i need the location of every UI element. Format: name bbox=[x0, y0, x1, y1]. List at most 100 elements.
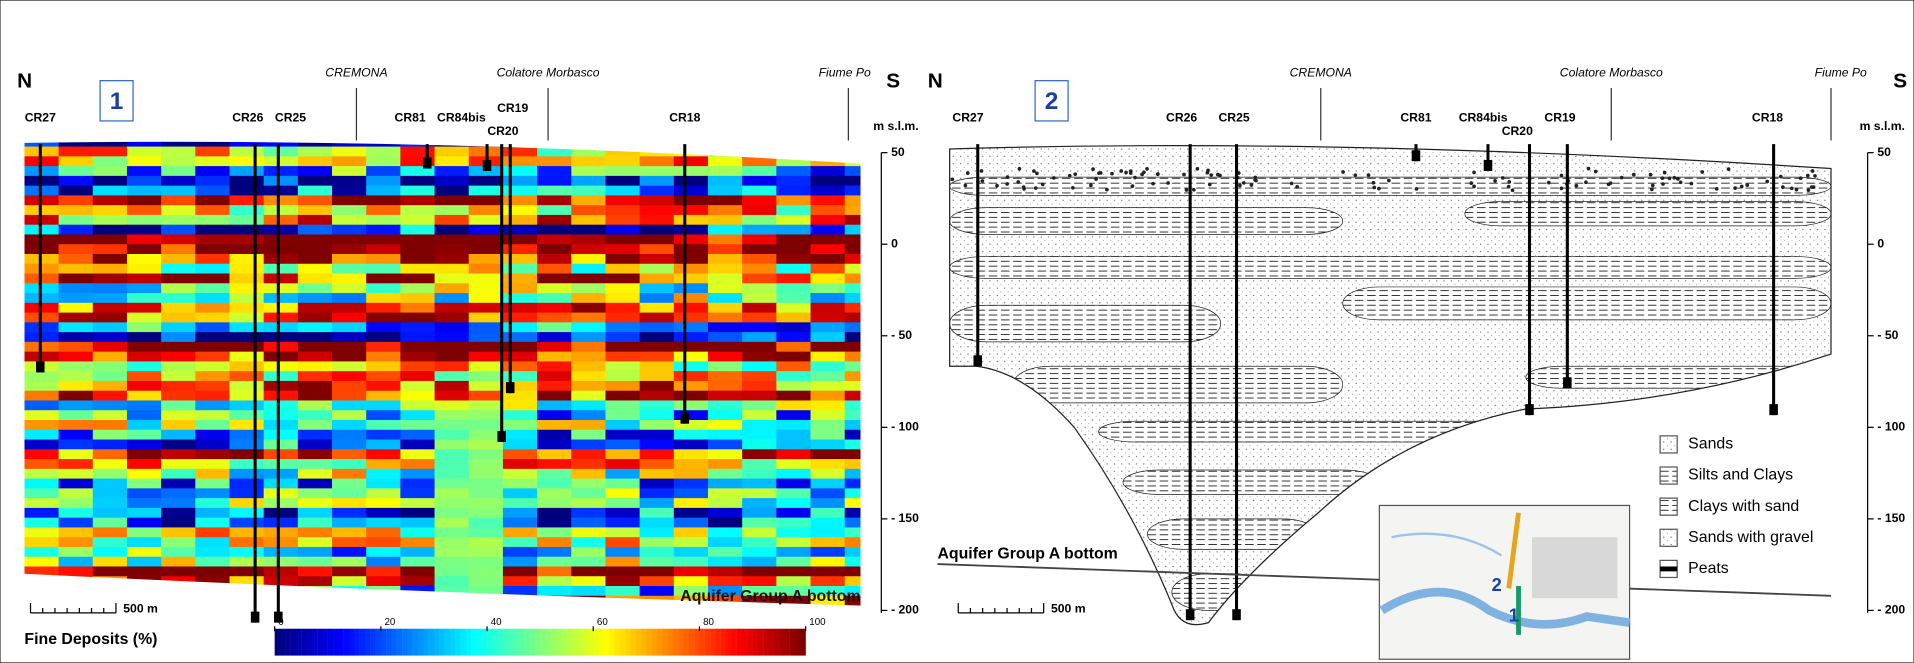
cell bbox=[400, 253, 436, 265]
cell bbox=[434, 351, 470, 363]
cell bbox=[92, 410, 128, 421]
cell bbox=[537, 429, 572, 441]
gravel bbox=[1238, 183, 1242, 188]
cell bbox=[126, 351, 162, 363]
cell bbox=[776, 537, 812, 548]
cell bbox=[263, 214, 299, 226]
cell bbox=[776, 380, 812, 392]
cell bbox=[537, 156, 572, 167]
cell bbox=[126, 283, 162, 294]
cell bbox=[605, 498, 641, 509]
colorbar-cell bbox=[704, 628, 711, 656]
cell bbox=[605, 439, 641, 450]
cell bbox=[502, 537, 538, 548]
cell bbox=[400, 175, 436, 187]
cell bbox=[776, 517, 812, 529]
inset-city bbox=[1531, 537, 1618, 599]
cell bbox=[400, 371, 436, 382]
cell bbox=[263, 410, 299, 421]
well-label: CR84bis bbox=[437, 111, 486, 125]
cell bbox=[366, 390, 401, 402]
cell bbox=[810, 175, 846, 187]
cell bbox=[400, 419, 436, 431]
cell bbox=[332, 195, 367, 206]
cell bbox=[639, 341, 675, 353]
cell bbox=[673, 527, 709, 538]
cell bbox=[366, 527, 401, 538]
cell bbox=[537, 576, 572, 587]
cell bbox=[742, 273, 777, 284]
cell bbox=[844, 195, 861, 206]
cell bbox=[332, 341, 367, 353]
cell bbox=[332, 244, 367, 255]
cell bbox=[263, 185, 299, 197]
silt-clay-lens bbox=[1464, 201, 1831, 227]
cell bbox=[571, 478, 607, 489]
cell bbox=[502, 244, 538, 255]
colorbar-cell bbox=[646, 628, 652, 656]
cell bbox=[673, 498, 709, 509]
cell bbox=[537, 556, 572, 568]
cell bbox=[229, 488, 265, 499]
cell bbox=[810, 546, 846, 558]
cell bbox=[400, 390, 436, 402]
cell bbox=[58, 488, 94, 499]
cell bbox=[332, 380, 367, 392]
legend-label: Peats bbox=[1688, 560, 1729, 577]
gravel bbox=[1472, 184, 1476, 189]
cell bbox=[58, 214, 94, 226]
cell bbox=[366, 429, 401, 441]
gravel bbox=[1119, 169, 1124, 173]
gravel bbox=[1809, 185, 1814, 189]
cell bbox=[468, 586, 504, 597]
cell bbox=[639, 361, 675, 372]
cell bbox=[742, 507, 777, 519]
cell bbox=[742, 166, 777, 177]
cell bbox=[366, 380, 401, 392]
cell bbox=[844, 400, 861, 411]
cell bbox=[776, 312, 812, 323]
cell bbox=[263, 322, 299, 333]
cell bbox=[537, 185, 572, 197]
cell bbox=[537, 419, 572, 431]
cell bbox=[229, 332, 265, 343]
cell bbox=[776, 351, 812, 363]
cell bbox=[673, 380, 709, 392]
cell bbox=[400, 478, 436, 489]
cell bbox=[844, 459, 861, 470]
cell bbox=[161, 312, 196, 323]
gravel bbox=[1472, 170, 1476, 175]
cell bbox=[810, 371, 846, 382]
colorbar-cell bbox=[625, 628, 631, 656]
cell bbox=[366, 195, 401, 206]
cell bbox=[844, 332, 861, 343]
cell bbox=[400, 312, 436, 323]
cell bbox=[605, 371, 641, 382]
gravel bbox=[1507, 180, 1512, 184]
colorbar-cell bbox=[433, 628, 440, 656]
cell bbox=[571, 546, 607, 558]
cell bbox=[58, 195, 94, 206]
cell bbox=[605, 527, 641, 538]
cell bbox=[571, 449, 607, 460]
colorbar-cell bbox=[593, 628, 599, 656]
cell bbox=[92, 341, 128, 353]
well-label: CR18 bbox=[1752, 111, 1783, 125]
cell bbox=[776, 439, 812, 450]
cell bbox=[366, 419, 401, 431]
cell bbox=[92, 527, 128, 538]
cell bbox=[776, 488, 812, 499]
north-label: N bbox=[17, 69, 32, 92]
cell bbox=[400, 517, 436, 529]
cell bbox=[742, 546, 777, 558]
axis-unit: m s.l.m. bbox=[873, 119, 918, 133]
cell bbox=[434, 380, 470, 392]
cell bbox=[126, 498, 162, 509]
cell bbox=[844, 498, 861, 509]
cell bbox=[571, 361, 607, 372]
cell bbox=[297, 156, 333, 167]
cell bbox=[810, 185, 846, 197]
legend-swatch bbox=[1659, 435, 1678, 454]
cell bbox=[263, 527, 299, 538]
cell bbox=[229, 449, 265, 460]
